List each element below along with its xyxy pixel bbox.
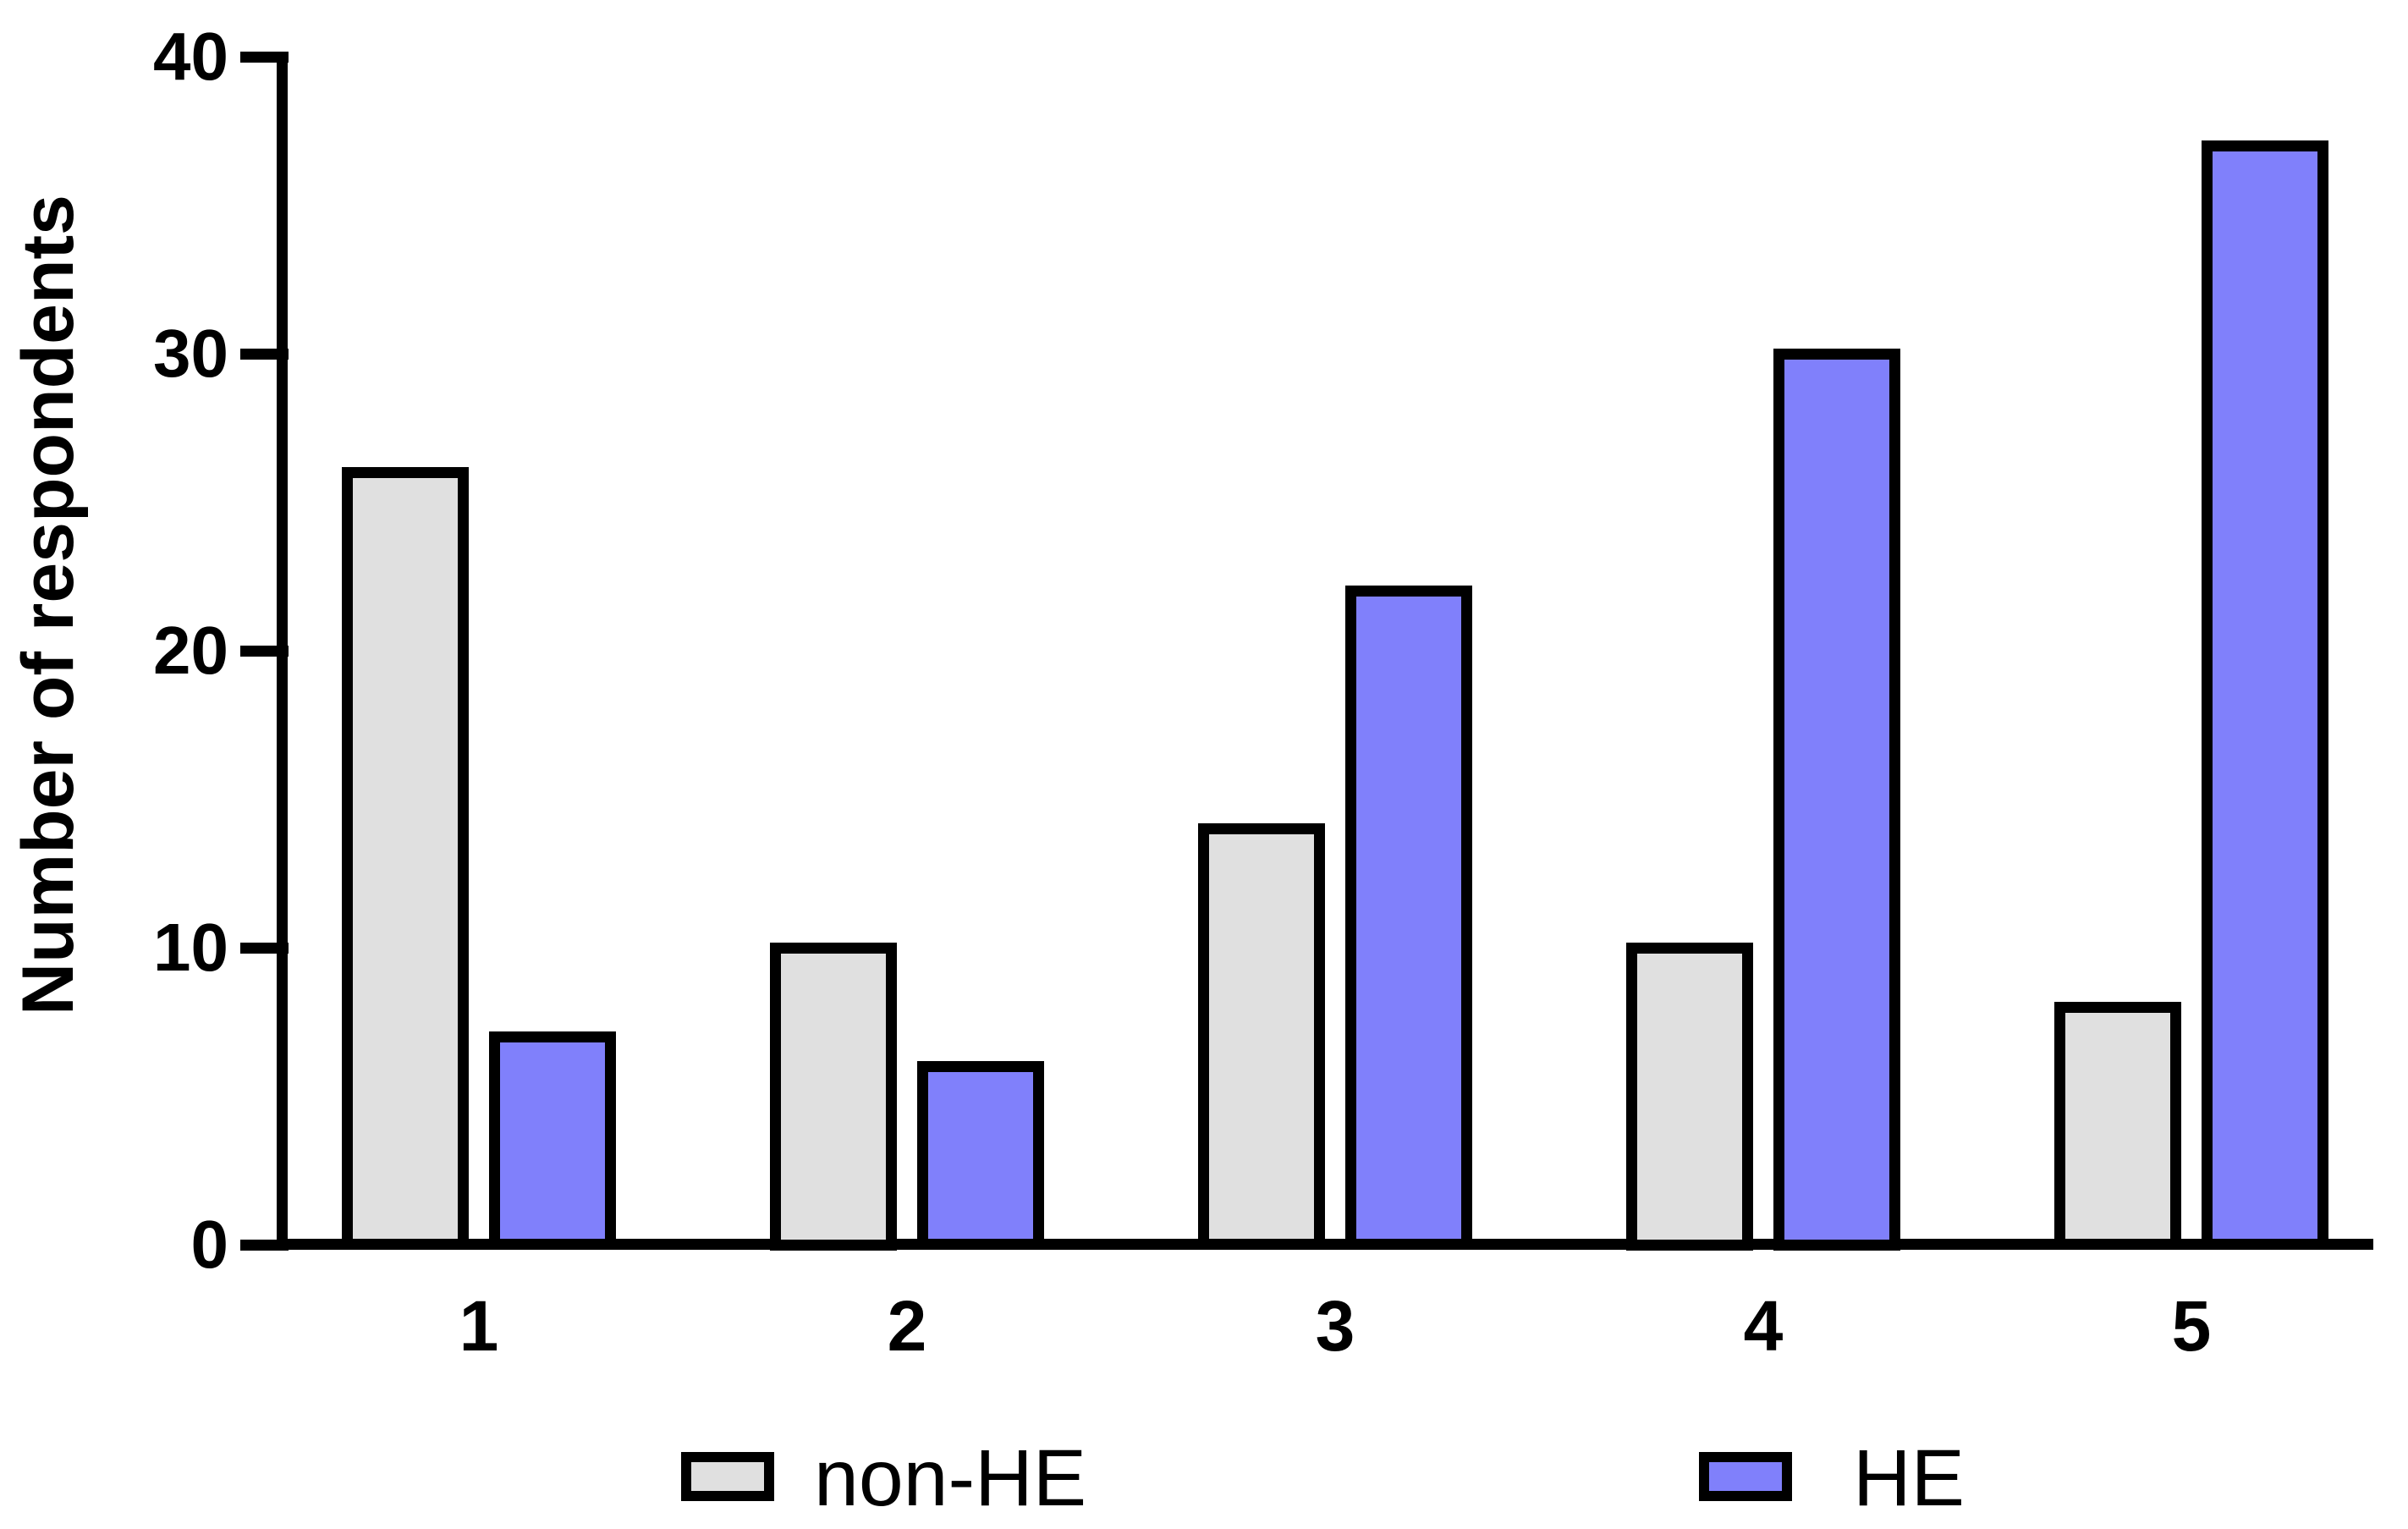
bar-HE-category-2 (917, 1060, 1044, 1251)
legend-label-non-HE: non-HE (814, 1433, 1087, 1523)
y-tick-10 (240, 942, 289, 954)
y-tick-label-20: 20 (153, 613, 228, 688)
bar-HE-category-5 (2202, 140, 2328, 1251)
x-tick-label-2: 2 (887, 1286, 927, 1366)
y-tick-40 (240, 51, 289, 63)
y-tick-0 (240, 1239, 289, 1251)
bar-non-HE-category-1 (342, 466, 469, 1251)
y-axis-title: Number of respondents (8, 195, 89, 1015)
x-tick-label-1: 1 (459, 1286, 499, 1366)
y-tick-label-10: 10 (153, 910, 228, 985)
bar-non-HE-category-2 (770, 942, 897, 1251)
y-tick-label-40: 40 (153, 19, 228, 94)
bar-non-HE-category-3 (1198, 823, 1325, 1251)
bar-HE-category-3 (1345, 586, 1472, 1251)
bar-HE-category-4 (1773, 348, 1900, 1251)
legend-swatch-non-HE (681, 1452, 774, 1501)
x-tick-label-4: 4 (1743, 1286, 1784, 1366)
legend-label-HE: HE (1853, 1433, 1965, 1523)
y-tick-label-0: 0 (190, 1207, 229, 1282)
y-tick-20 (240, 645, 289, 657)
legend-swatch-HE (1699, 1452, 1792, 1501)
bar-non-HE-category-4 (1626, 942, 1753, 1251)
bar-HE-category-1 (489, 1031, 616, 1251)
y-tick-label-30: 30 (153, 316, 228, 391)
bar-non-HE-category-5 (2054, 1001, 2181, 1251)
x-tick-label-3: 3 (1315, 1286, 1355, 1366)
x-tick-label-5: 5 (2171, 1286, 2212, 1366)
y-tick-30 (240, 348, 289, 360)
